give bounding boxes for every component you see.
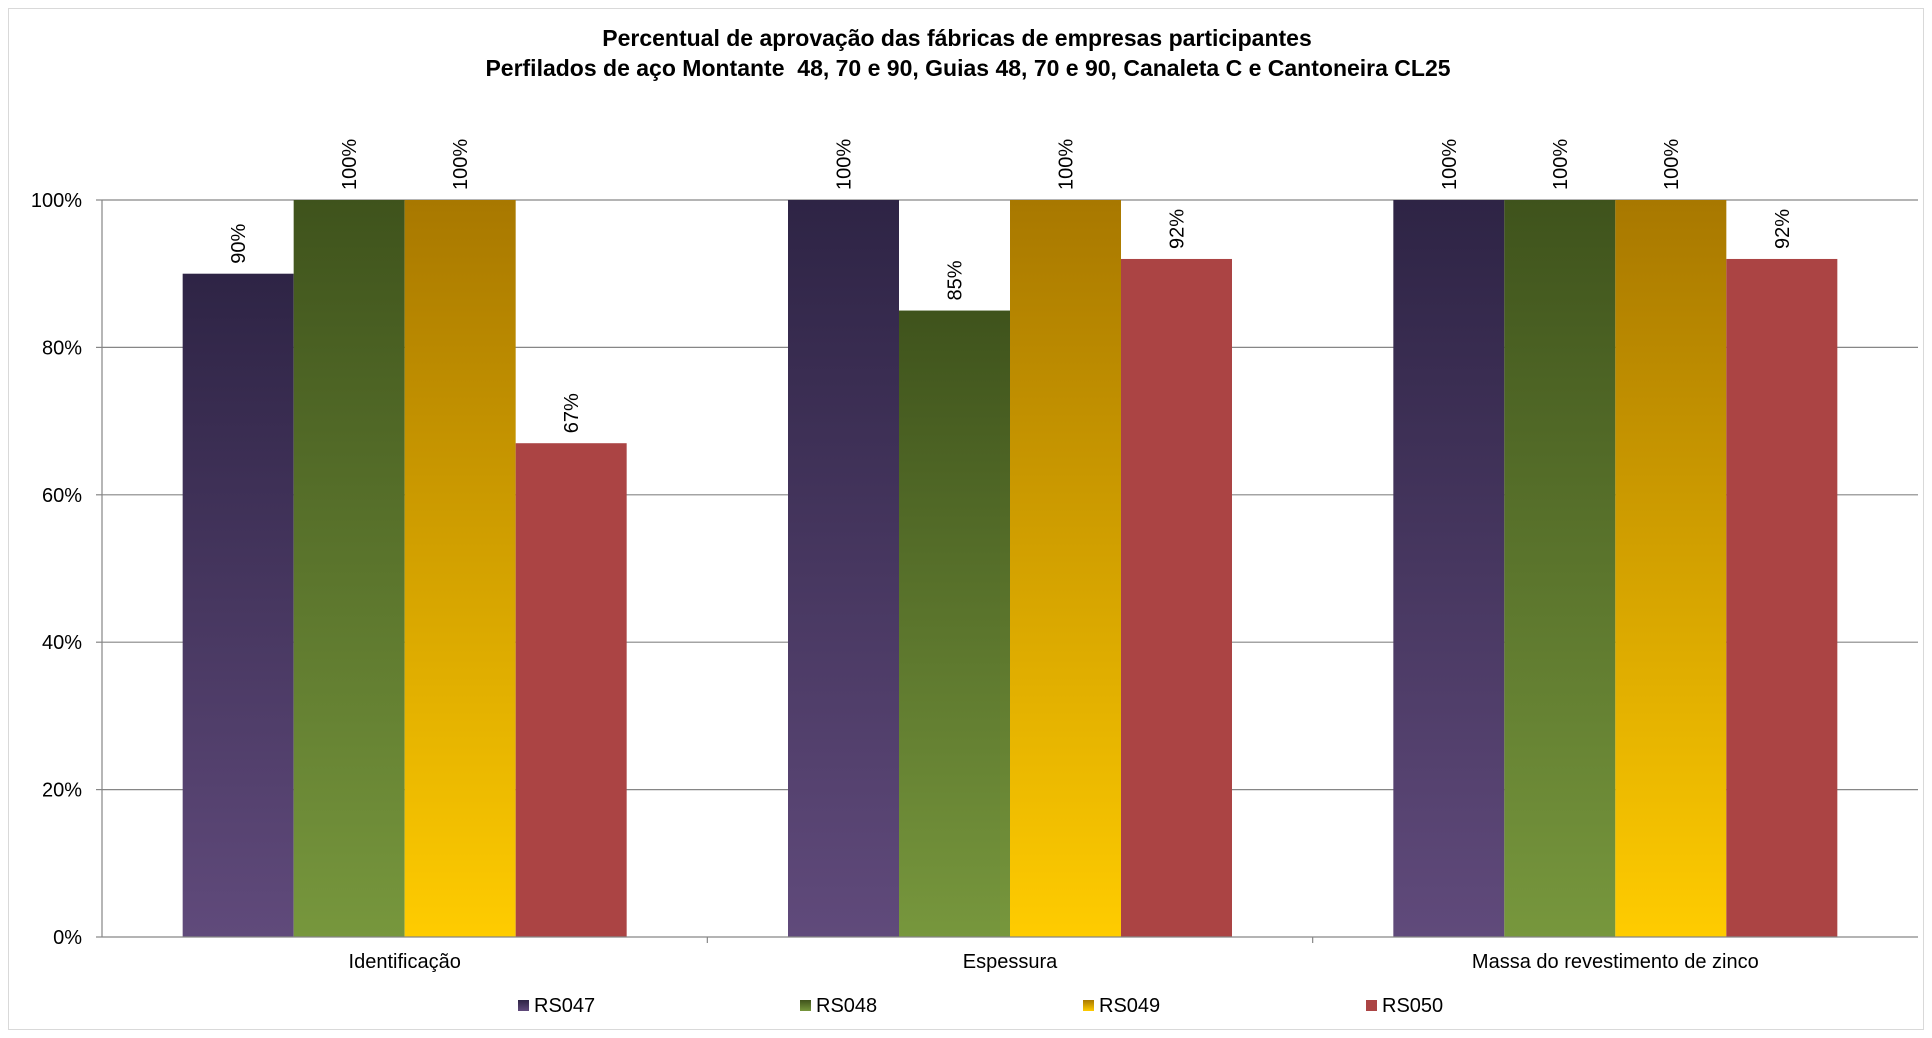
data-label: 100% (339, 139, 361, 190)
y-tick-label: 40% (42, 632, 82, 654)
data-label: 100% (450, 139, 472, 190)
bar-rs047 (182, 273, 294, 937)
x-category-label: Massa do revestimento de zinco (1472, 951, 1759, 973)
bar-rs047 (788, 200, 899, 937)
data-label: 90% (228, 223, 250, 263)
data-label: 100% (1056, 139, 1078, 190)
bar-rs047 (1393, 200, 1505, 937)
legend-swatch-rs047 (518, 1000, 529, 1011)
data-label: 92% (1167, 209, 1189, 249)
legend-swatch-rs049 (1083, 1000, 1094, 1011)
data-label: 100% (834, 139, 856, 190)
legend-label-rs048: RS048 (816, 995, 877, 1017)
legend: RS047 RS048 RS049 RS050 (518, 995, 1443, 1017)
data-label: 67% (561, 393, 583, 433)
y-tick-label: 20% (42, 780, 82, 802)
legend-label-rs047: RS047 (534, 995, 595, 1017)
legend-label-rs049: RS049 (1099, 995, 1160, 1017)
legend-label-rs050: RS050 (1382, 995, 1443, 1017)
bar-rs049 (1010, 200, 1121, 937)
data-label: 100% (1661, 139, 1683, 190)
y-tick-label: 0% (53, 927, 82, 949)
data-labels: 90% 100% 100% 67% 100% 85% 100% 92% 100% 100% 100%… (228, 139, 1794, 434)
chart-subtitle: Perfilados de aço Montante 48, 70 e 90, … (485, 55, 1450, 81)
bar-rs049 (1615, 200, 1727, 937)
data-label: 100% (1439, 139, 1461, 190)
data-label: 92% (1772, 209, 1794, 249)
bar-rs050 (515, 443, 627, 937)
x-category-label: Identificação (349, 951, 461, 973)
data-label: 100% (1550, 139, 1572, 190)
legend-swatch-rs050 (1366, 1000, 1377, 1011)
bars (182, 200, 1838, 938)
y-tick-label: 60% (42, 485, 82, 507)
bar-rs048 (293, 200, 405, 937)
y-tick-label: 80% (42, 337, 82, 359)
bar-rs050 (1121, 258, 1232, 938)
bar-rs048 (1504, 200, 1616, 937)
chart-title: Percentual de aprovação das fábricas de … (602, 25, 1312, 51)
bar-rs049 (404, 200, 516, 937)
x-category-label: Espessura (963, 951, 1058, 973)
data-label: 85% (945, 260, 967, 300)
bar-rs048 (899, 310, 1010, 937)
y-tick-label: 100% (31, 190, 82, 212)
legend-swatch-rs048 (800, 1000, 811, 1011)
axes: 0% 20% 40% 60% 80% 100% Identificação Espessura… (31, 190, 1918, 973)
bar-rs050 (1726, 258, 1838, 938)
